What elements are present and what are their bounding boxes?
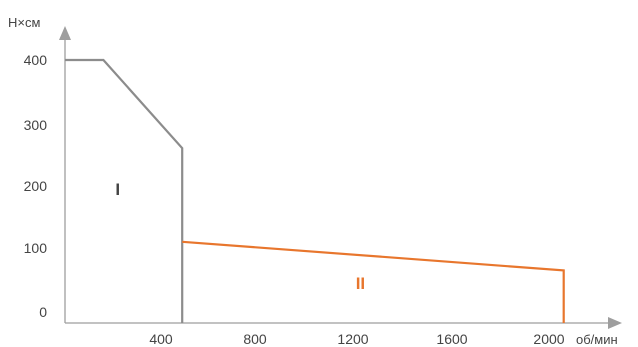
x-axis-label: об/мин bbox=[576, 332, 618, 347]
y-tick-label: 300 bbox=[24, 117, 48, 133]
y-tick-label: 400 bbox=[24, 52, 48, 68]
series-line-2 bbox=[182, 240, 565, 323]
x-tick-label: 800 bbox=[243, 331, 267, 347]
zone-label-1: I bbox=[115, 180, 120, 199]
x-axis-arrow bbox=[608, 317, 622, 329]
y-tick-label: 100 bbox=[24, 240, 48, 256]
zone-label-2: II bbox=[356, 274, 365, 293]
y-axis-label: Н×см bbox=[8, 15, 40, 30]
tick-labels: 400 800 1200 1600 2000 0 100 200 300 400 bbox=[24, 52, 565, 347]
series-line-1 bbox=[65, 58, 184, 323]
x-tick-label: 400 bbox=[149, 331, 173, 347]
series-lines bbox=[65, 58, 565, 323]
y-tick-label: 200 bbox=[24, 178, 48, 194]
x-tick-label: 1200 bbox=[337, 331, 368, 347]
x-tick-label: 2000 bbox=[533, 331, 564, 347]
axes bbox=[59, 26, 622, 329]
y-tick-label: 0 bbox=[39, 304, 47, 320]
x-tick-label: 1600 bbox=[436, 331, 467, 347]
y-axis-arrow bbox=[59, 26, 71, 40]
zone-labels: III bbox=[115, 180, 365, 293]
